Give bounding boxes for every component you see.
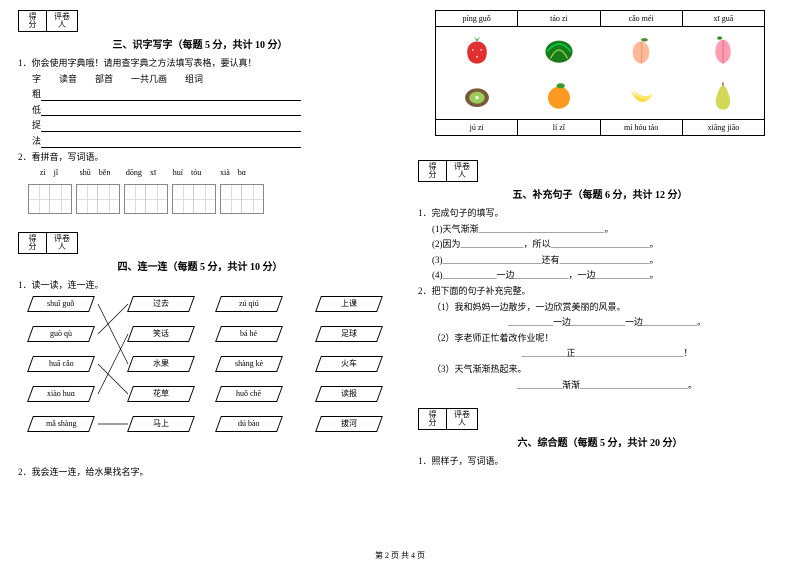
s5-q2-1: （1）我和妈妈一边散步，一边欣赏美丽的风景。 [418, 301, 782, 314]
score-box-3: 得分 评卷人 [18, 10, 382, 32]
section3-title: 三、识字写字（每题 5 分，共计 10 分） [18, 36, 382, 51]
score-box-5: 得分 评卷人 [418, 160, 782, 182]
right-column: píng guǒ táo zi cǎo méi xī guā jú zi lí … [400, 0, 800, 565]
page-footer: 第 2 页 共 4 页 [0, 550, 800, 561]
s5-q2-2: （2）李老师正忙着改作业呢！ [418, 332, 782, 345]
kiwi-icon [436, 73, 518, 119]
fruit-table: píng guǒ táo zi cǎo méi xī guā jú zi lí … [435, 10, 765, 136]
match-lines [18, 296, 382, 466]
s5-q2-2b: ＿＿＿＿＿正＿＿＿＿＿＿＿＿＿＿＿＿！ [418, 347, 782, 360]
s3-q1-row2: 捉 [18, 119, 382, 132]
section6-title: 六、综合题（每题 5 分，共计 20 分） [418, 434, 782, 449]
s4-q1: 1．读一读，连一连。 [18, 279, 382, 292]
left-column: 得分 评卷人 三、识字写字（每题 5 分，共计 10 分） 1．你会使用字典哦！… [0, 0, 400, 565]
s5-q1-l1: (2)因为＿＿＿＿＿＿＿，所以＿＿＿＿＿＿＿＿＿＿＿。 [418, 238, 782, 251]
peach-icon [600, 27, 682, 73]
s5-q2-3: （3）天气渐渐热起来。 [418, 363, 782, 376]
s3-q1-intro: 1．你会使用字典哦！请用查字典之方法填写表格，要认真！ [18, 57, 382, 70]
s5-q2-1b: ＿＿＿＿＿一边＿＿＿＿＿＿一边＿＿＿＿＿＿。 [418, 316, 782, 329]
s5-q2-3b: ＿＿＿＿＿渐渐＿＿＿＿＿＿＿＿＿＿＿＿。 [418, 379, 782, 392]
strawberry-icon [436, 27, 518, 73]
s5-q1: 1．完成句子的填写。 [418, 207, 782, 220]
pinyin-row: zì jǐ shū běn dōng xī huí tóu xià bɑ [28, 167, 382, 178]
s5-q1-l3: (4)＿＿＿＿＿＿一边＿＿＿＿＿＿，一边＿＿＿＿＿＿。 [418, 269, 782, 282]
orange-icon [518, 73, 600, 119]
s3-q1-header: 字 读音 部首 一共几画 组词 [18, 73, 382, 86]
section4-title: 四、连一连（每题 5 分，共计 10 分） [18, 258, 382, 273]
score-box-6: 得分 评卷人 [418, 408, 782, 430]
s3-q1-row3: 法 [18, 135, 382, 148]
banana-icon [600, 73, 682, 119]
s3-q1-row0: 粗 [18, 88, 382, 101]
score-label: 得分 [18, 10, 46, 32]
pear-icon [682, 73, 764, 119]
match-area: shuǐ guǒ guò qù huā cǎo xiào huɑ mǎ shàn… [18, 296, 382, 466]
s4-q2: 2．我会连一连，给水果找名字。 [18, 466, 382, 479]
reviewer-label: 评卷人 [46, 10, 78, 32]
score-box-4: 得分 评卷人 [18, 232, 382, 254]
watermelon-icon [518, 27, 600, 73]
s5-q1-l0: (1)天气渐渐＿＿＿＿＿＿＿＿＿＿＿＿＿＿。 [418, 223, 782, 236]
s5-q1-l2: (3)＿＿＿＿＿＿＿＿＿＿＿还有＿＿＿＿＿＿＿＿＿＿。 [418, 254, 782, 267]
s3-q2: 2．看拼音，写词语。 [18, 151, 382, 164]
char-grid-row [28, 184, 382, 214]
section5-title: 五、补充句子（每题 6 分，共计 12 分） [418, 186, 782, 201]
s6-q1: 1．照样子，写词语。 [418, 455, 782, 468]
s5-q2: 2．把下面的句子补充完整。 [418, 285, 782, 298]
s3-q1-row1: 低 [18, 104, 382, 117]
peach2-icon [682, 27, 764, 73]
